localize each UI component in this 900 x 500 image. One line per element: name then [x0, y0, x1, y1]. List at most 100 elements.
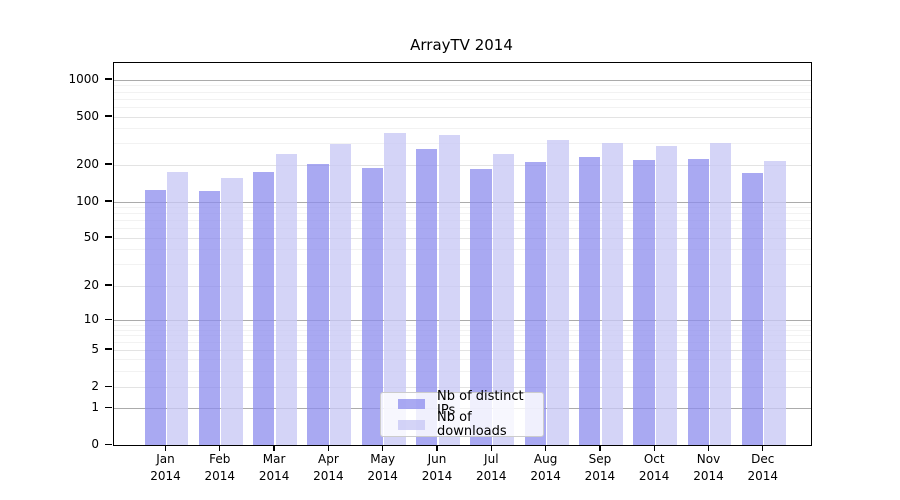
x-tick-mark	[219, 445, 221, 451]
bar-downloads-feb	[221, 178, 243, 445]
y-tick-mark	[105, 406, 112, 409]
x-tick-label: May 2014	[367, 452, 398, 483]
y-tick-label: 0	[91, 437, 99, 451]
gridline	[114, 349, 811, 351]
y-tick-mark	[105, 443, 112, 445]
gridline-minor	[114, 91, 811, 93]
legend-swatch-downloads	[398, 420, 425, 430]
y-tick-mark	[105, 318, 112, 320]
bar-downloads-aug	[547, 140, 569, 445]
bar-downloads-oct	[655, 145, 678, 445]
bar-distinct-ips-sep	[578, 157, 601, 445]
gridline-minor	[114, 341, 811, 343]
y-tick-label: 1	[91, 400, 99, 415]
bar-distinct-ips-mar	[253, 171, 275, 445]
y-tick-label: 20	[83, 277, 99, 292]
x-tick-mark	[490, 445, 492, 451]
bar-distinct-ips-jan	[144, 189, 166, 445]
gridline-minor	[114, 329, 811, 331]
y-tick-mark	[105, 284, 112, 286]
gridline-minor	[114, 358, 811, 360]
gridline-minor	[114, 207, 811, 209]
legend: Nb of distinct IPs Nb of downloads	[380, 390, 544, 439]
gridline-minor	[114, 324, 811, 326]
y-tick-mark	[105, 78, 112, 80]
bar-distinct-ips-oct	[633, 159, 655, 445]
x-tick-label: Jan 2014	[150, 452, 181, 483]
y-tick-mark	[105, 385, 112, 388]
y-tick-label: 200	[76, 156, 99, 171]
legend-label-distinct-ips: Nb of distinct IPs	[437, 389, 524, 418]
bar-downloads-may	[384, 133, 406, 445]
x-tick-label: Nov 2014	[693, 452, 724, 483]
x-tick-mark	[544, 445, 547, 451]
gridline-minor	[114, 370, 811, 372]
bar-downloads-mar	[275, 153, 298, 445]
bar-distinct-ips-nov	[687, 159, 709, 445]
y-tick-mark	[105, 236, 112, 238]
y-tick-label: 2	[91, 379, 99, 394]
gridline	[114, 237, 811, 239]
gridline-minor	[114, 335, 811, 337]
bar-downloads-nov	[710, 143, 732, 445]
bar-downloads-jan	[167, 172, 189, 445]
x-tick-mark	[273, 445, 275, 451]
y-tick-label: 10	[83, 312, 99, 326]
legend-label-downloads: Nb of downloads	[437, 410, 507, 439]
plot-area	[113, 62, 812, 446]
legend-item-distinct-ips: Nb of distinct IPs	[381, 390, 543, 418]
gridline-minor	[114, 220, 811, 222]
y-tick-label: 500	[76, 108, 99, 123]
gridline	[114, 201, 811, 203]
bar-downloads-dec	[764, 161, 786, 445]
x-tick-label: Aug 2014	[530, 452, 561, 483]
gridline-minor	[114, 249, 811, 251]
x-tick-label: Feb 2014	[204, 452, 236, 483]
x-tick-mark	[382, 445, 384, 451]
x-tick-label: Dec 2014	[747, 452, 779, 483]
gridline	[114, 79, 811, 81]
bar-distinct-ips-dec	[741, 173, 764, 445]
gridline-minor	[114, 85, 811, 87]
bar-downloads-apr	[330, 144, 352, 445]
bar-distinct-ips-aug	[524, 161, 546, 445]
y-tick-mark	[105, 115, 112, 117]
y-tick-label: 50	[83, 229, 99, 244]
y-tick-label: 100	[76, 193, 99, 208]
legend-swatch-distinct-ips	[398, 399, 425, 409]
y-tick-label: 1000	[68, 71, 99, 86]
x-tick-mark	[653, 445, 655, 451]
gridline	[114, 285, 811, 287]
gridline	[114, 387, 811, 389]
gridline-minor	[114, 106, 811, 108]
bar-downloads-sep	[601, 142, 623, 445]
gridline-minor	[114, 128, 811, 130]
gridline-minor	[114, 143, 811, 145]
x-tick-label: Jun 2014	[421, 452, 453, 483]
x-tick-mark	[436, 445, 438, 451]
y-tick-mark	[105, 163, 112, 165]
bar-distinct-ips-jul	[470, 168, 492, 445]
bar-distinct-ips-feb	[198, 190, 221, 445]
bar-distinct-ips-jun	[416, 148, 438, 445]
x-tick-mark	[599, 445, 601, 451]
y-tick-label: 5	[91, 341, 99, 356]
gridline	[114, 320, 811, 321]
gridline	[114, 164, 811, 166]
x-tick-mark	[327, 445, 330, 451]
gridline	[114, 116, 811, 118]
y-tick-mark	[105, 348, 112, 350]
legend-item-downloads: Nb of downloads	[381, 411, 543, 439]
bar-distinct-ips-may	[361, 168, 384, 445]
gridline-minor	[114, 264, 811, 266]
gridline-minor	[114, 98, 811, 100]
x-tick-label: Jul 2014	[476, 452, 507, 483]
x-tick-label: Sep 2014	[584, 452, 616, 483]
bar-distinct-ips-apr	[307, 163, 329, 445]
gridline-minor	[114, 228, 811, 230]
x-tick-mark	[164, 445, 167, 451]
x-tick-label: Mar 2014	[258, 452, 290, 483]
x-tick-mark	[707, 445, 710, 451]
chart-title: ArrayTV 2014	[410, 36, 513, 54]
